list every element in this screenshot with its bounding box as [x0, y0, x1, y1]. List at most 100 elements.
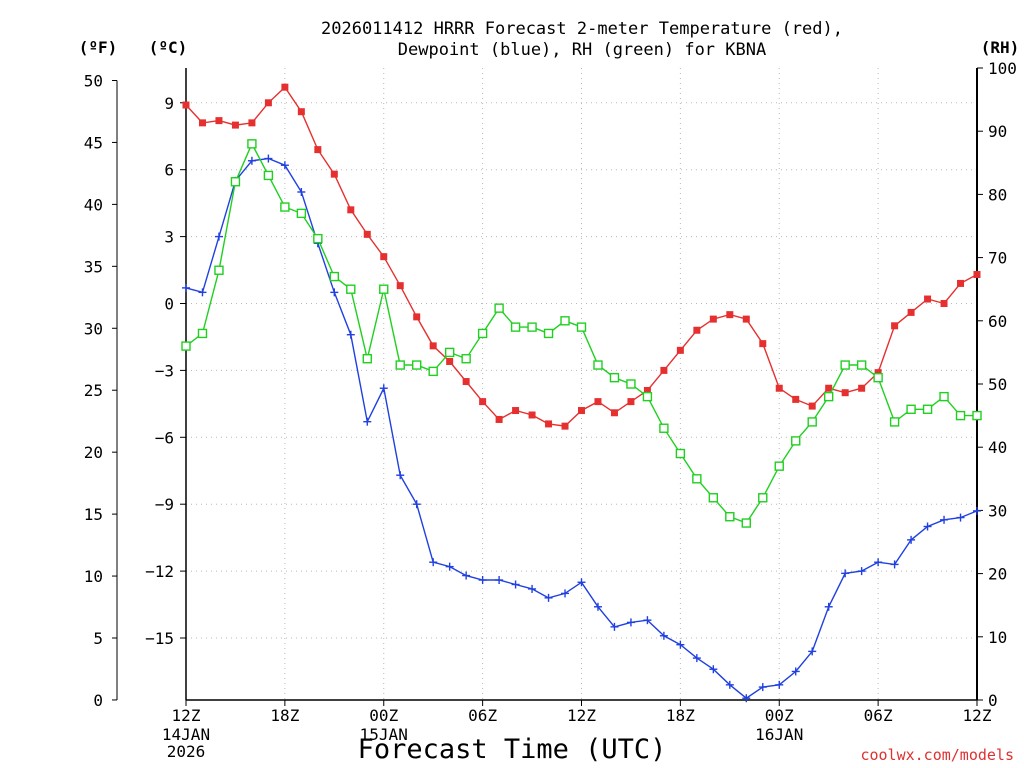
dewpoint-point	[478, 576, 487, 585]
rh-point	[461, 354, 471, 364]
temperature-point	[396, 282, 404, 290]
fahrenheit-tick-label: 30	[84, 319, 103, 338]
temperature-point	[808, 402, 816, 410]
fahrenheit-tick-label: 0	[93, 691, 103, 710]
x-tick-date-label: 14JAN	[162, 725, 210, 744]
dewpoint-point	[363, 417, 372, 426]
dewpoint-point	[445, 562, 454, 571]
temperature-point	[907, 308, 915, 316]
celsius-tick-label: 6	[164, 161, 174, 180]
temperature-point	[973, 271, 981, 279]
temperature-point	[792, 395, 800, 403]
fahrenheit-tick-label: 20	[84, 443, 103, 462]
dewpoint-point	[907, 535, 916, 544]
rh-point	[609, 372, 620, 383]
x-axis-label: Forecast Time (UTC)	[358, 734, 667, 765]
temperature-point	[248, 119, 256, 127]
axes: 05101520253035404550−15−12−9−6−303690102…	[84, 59, 1017, 761]
dewpoint-point	[264, 154, 273, 163]
data-series	[181, 83, 982, 703]
rh-point	[230, 177, 241, 187]
temperature-point	[479, 398, 487, 406]
temperature-point	[578, 407, 585, 415]
x-tick-date-label: 16JAN	[755, 725, 803, 744]
rh-point	[642, 391, 653, 402]
fahrenheit-tick-label: 5	[93, 629, 103, 648]
dewpoint-point	[346, 330, 355, 339]
dewpoint-point	[709, 665, 718, 674]
rh-point	[428, 366, 438, 377]
rh-point	[444, 347, 455, 358]
celsius-tick-label: −9	[155, 495, 174, 514]
dewpoint-point	[462, 571, 471, 580]
rh-point	[758, 493, 768, 503]
rh-point	[675, 448, 686, 459]
temperature-point	[610, 409, 618, 417]
x-tick-label: 06Z	[468, 706, 497, 725]
temperature-point	[874, 369, 882, 377]
credit-text: coolwx.com/models	[860, 746, 1014, 764]
chart-title-line2: Dewpoint (blue), RH (green) for KBNA	[398, 40, 766, 60]
rh-point	[510, 322, 521, 332]
dewpoint-point	[577, 578, 586, 587]
rh-point	[527, 322, 537, 332]
dewpoint-point	[593, 602, 602, 611]
rh-point	[296, 208, 307, 219]
x-tick-label: 12Z	[567, 706, 596, 725]
rh-point	[197, 328, 208, 339]
celsius-tick-label: −15	[145, 629, 174, 648]
dewpoint-point	[775, 680, 784, 689]
temperature-point	[363, 230, 371, 238]
dewpoint-point	[198, 288, 207, 297]
dewpoint-point	[626, 618, 635, 627]
temperature-point	[561, 422, 569, 430]
temperature-point	[594, 398, 602, 406]
celsius-tick-label: −3	[155, 361, 174, 380]
temperature-point	[330, 170, 338, 178]
rh-point	[906, 404, 916, 414]
dewpoint-point	[379, 384, 388, 393]
rh-point	[774, 461, 784, 471]
rh-tick-label: 100	[988, 59, 1017, 78]
rh-tick-label: 80	[988, 185, 1007, 204]
dewpoint-point	[956, 513, 965, 522]
temperature-point	[198, 119, 206, 127]
rh-point	[247, 139, 257, 149]
rh-point	[560, 316, 570, 326]
dewpoint-point	[890, 560, 899, 569]
rh-point	[856, 360, 867, 370]
temperature-point	[446, 357, 454, 365]
dewpoint-point	[676, 640, 685, 649]
dewpoint-point	[247, 156, 256, 165]
celsius-tick-label: −6	[155, 428, 174, 447]
rh-point	[329, 271, 340, 282]
temperature-point	[512, 407, 520, 415]
x-tick-label: 00Z	[765, 706, 794, 725]
dewpoint-point	[214, 232, 223, 241]
fahrenheit-unit-label: (ºF)	[79, 38, 118, 57]
temperature-point	[429, 342, 437, 350]
dewpoint-point	[923, 522, 932, 531]
x-tick-label: 18Z	[270, 706, 299, 725]
temperature-point	[314, 146, 322, 154]
fahrenheit-tick-label: 25	[84, 381, 103, 400]
fahrenheit-tick-label: 45	[84, 133, 103, 152]
rh-point	[659, 423, 669, 433]
dewpoint-point	[182, 283, 190, 292]
rh-point	[955, 410, 966, 421]
dewpoint-point	[973, 506, 981, 515]
celsius-tick-label: −12	[145, 562, 174, 581]
temperature-point	[215, 117, 223, 125]
rh-tick-label: 30	[988, 501, 1007, 520]
grid-lines	[186, 68, 977, 700]
temperature-point	[676, 346, 684, 354]
rh-point	[181, 341, 191, 351]
dewpoint-point	[511, 580, 520, 589]
series-rh	[181, 139, 982, 528]
rh-point	[543, 328, 554, 339]
temperature-point	[643, 386, 651, 394]
celsius-unit-label: (ºC)	[149, 38, 188, 57]
series-temperature	[182, 83, 981, 430]
dewpoint-point	[280, 161, 289, 170]
rh-point	[395, 360, 405, 370]
